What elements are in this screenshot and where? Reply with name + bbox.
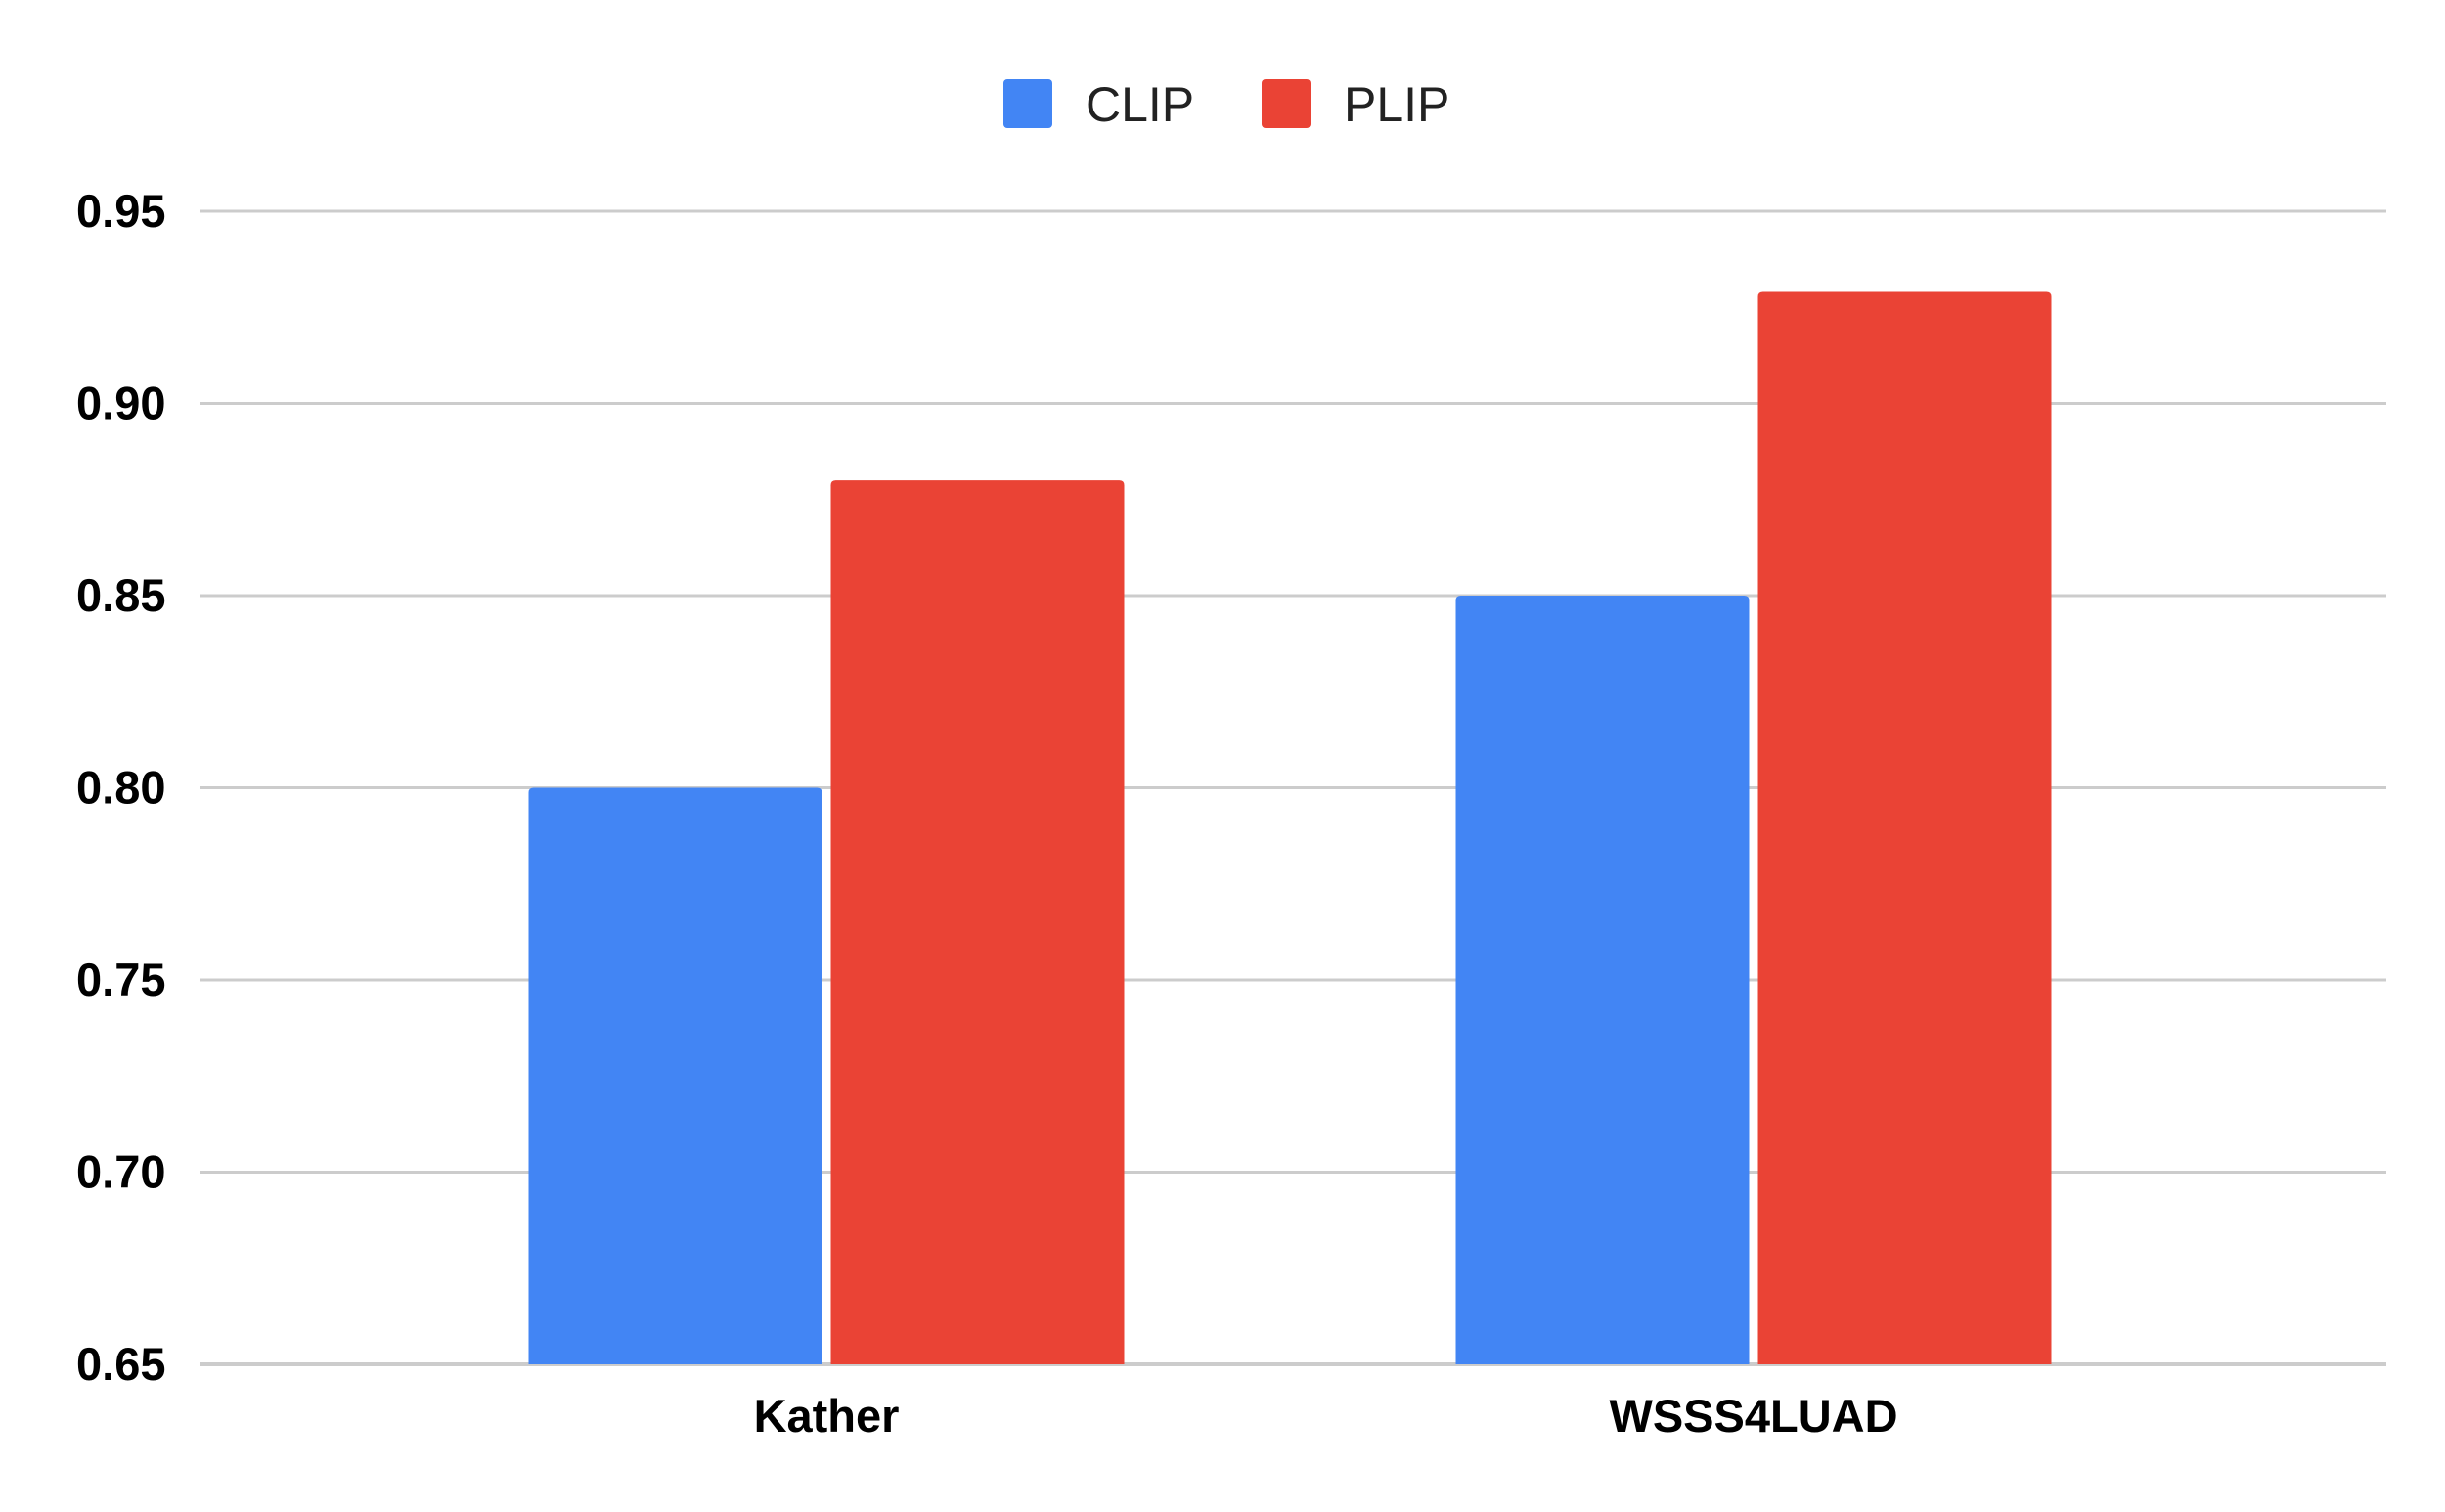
y-tick-label: 0.95 (76, 185, 165, 237)
y-tick-label: 0.90 (76, 378, 165, 429)
x-category-label: Kather (754, 1390, 900, 1442)
x-axis-category-labels: Kather WSSS4LUAD (754, 1390, 1898, 1442)
y-tick-label: 0.70 (76, 1146, 165, 1198)
legend-swatch-plip (1262, 79, 1311, 128)
legend: CLIP PLIP (1003, 77, 1449, 132)
bar-clip-kather (528, 787, 822, 1364)
y-tick-label: 0.75 (76, 954, 165, 1005)
legend-swatch-clip (1003, 79, 1052, 128)
legend-label-plip: PLIP (1344, 77, 1449, 132)
gridlines (200, 209, 2386, 1366)
bar-plip-kather (830, 480, 1125, 1365)
bar-clip-wsss4luad (1455, 596, 1750, 1364)
legend-label-clip: CLIP (1086, 77, 1194, 132)
y-axis-tick-labels: 0.65 0.70 0.75 0.80 0.85 0.90 0.95 (76, 185, 165, 1390)
bar-plip-wsss4luad (1757, 291, 2052, 1364)
y-tick-label: 0.85 (76, 569, 165, 621)
y-tick-label: 0.65 (76, 1338, 165, 1390)
y-tick-label: 0.80 (76, 762, 165, 814)
x-category-label: WSSS4LUAD (1609, 1390, 1897, 1442)
bars (528, 291, 2052, 1365)
